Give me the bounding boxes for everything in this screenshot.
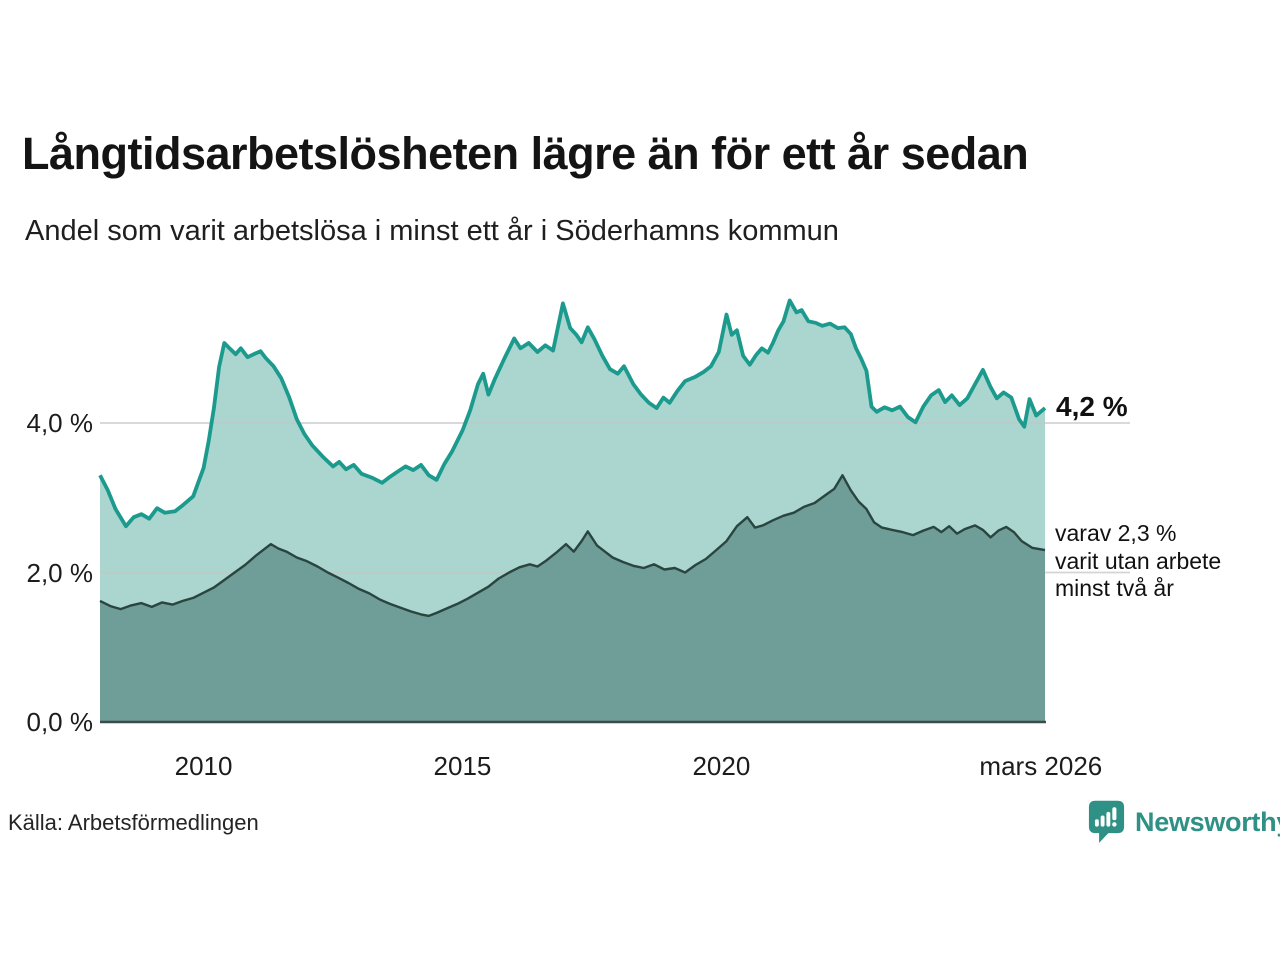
series-2yr-line [99,474,1046,618]
newsworthy-logo-text: Newsworthy [1135,806,1280,837]
y-axis-label-2: 2,0 % [26,557,94,588]
x-axis-label-2020: 2020 [692,751,751,781]
secondary-annotation: varav 2,3 % varit utan arbete minst två … [1055,520,1280,603]
newsworthy-logo: Newsworthy [1088,799,1280,845]
page-title: Långtidsarbetslösheten lägre än för ett … [22,128,1029,179]
y-axis-label-4: 4,0 % [26,408,94,438]
logo-exclamation-dot [1112,822,1117,827]
logo-exclamation-stem [1112,807,1117,821]
secondary-annotation-line-3: minst två år [1055,575,1174,602]
page-subtitle: Andel som varit arbetslösa i minst ett å… [25,215,839,247]
secondary-annotation-line-1: varav 2,3 % [1055,520,1177,547]
secondary-annotation-line-2: varit utan arbete [1055,547,1222,574]
source-note: Källa: Arbetsförmedlingen [8,810,259,835]
logo-bar-1 [1094,819,1099,827]
logo-bar-2 [1100,815,1105,827]
x-axis-label-2010: 2010 [174,751,233,781]
x-axis-label-2015: 2015 [433,751,492,781]
end-value-label: 4,2 % [1056,391,1128,423]
series-2yr-area [100,475,1045,722]
logo-bar-3 [1106,811,1111,827]
series-1yr-line [98,298,1047,529]
y-axis-label-0: 0,0 % [26,707,94,737]
x-axis-label-mars-2026: mars 2026 [979,751,1103,781]
newsworthy-logo-icon [1088,800,1125,843]
